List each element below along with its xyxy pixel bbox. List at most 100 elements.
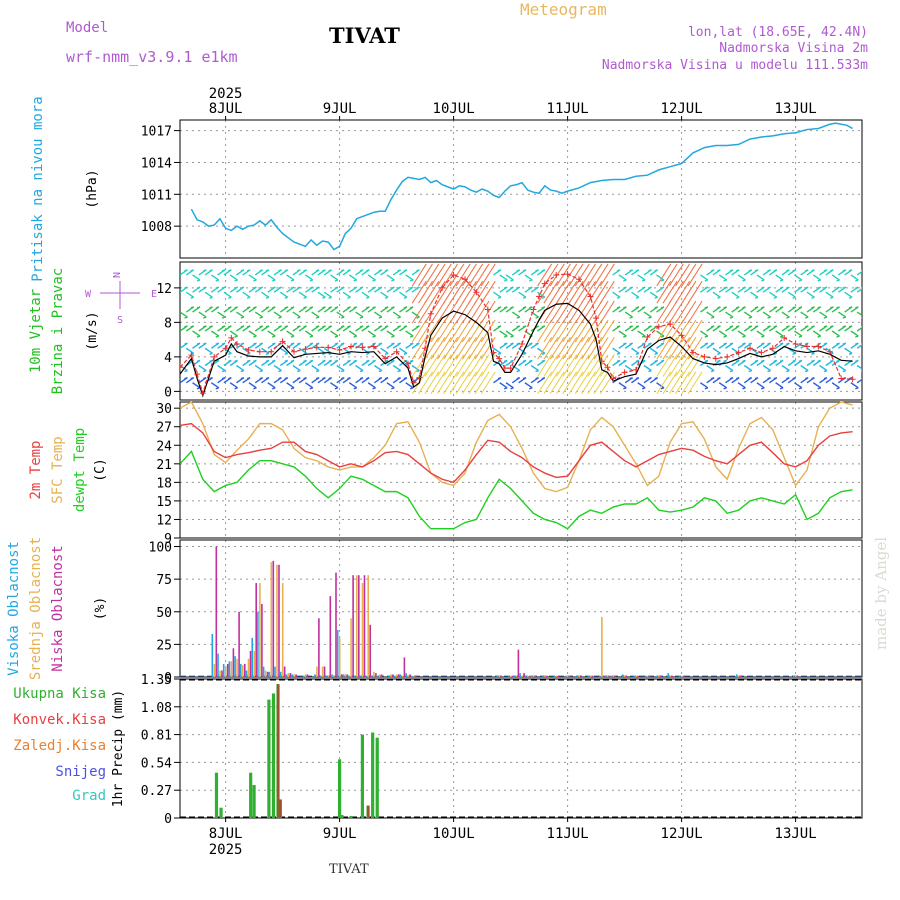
wind-arrow-head xyxy=(704,279,709,282)
cloud-mid-bar xyxy=(316,666,318,677)
wind-arrow-head xyxy=(240,325,245,328)
wind-arrow xyxy=(336,311,345,318)
wind-arrow-head xyxy=(779,335,784,338)
wind-gust-point xyxy=(393,348,400,355)
wind-arrow xyxy=(812,274,822,281)
wind-arrow-head xyxy=(616,352,621,355)
wind-arrow-head xyxy=(221,316,226,319)
wind-arrow-head xyxy=(742,359,746,363)
wind-arrow-head xyxy=(303,296,307,299)
wind-strong-barb xyxy=(581,300,596,324)
wind-arrow-head xyxy=(397,286,401,289)
cloud-low-bar xyxy=(278,564,280,677)
pressure-ytick-label: 1017 xyxy=(141,125,172,140)
wind-strong-barb xyxy=(455,354,471,377)
precip-total-bar xyxy=(271,693,276,818)
wind-arrow-head xyxy=(541,269,546,272)
wind-arrow-head xyxy=(717,377,721,380)
wind-arrow xyxy=(831,274,840,281)
cloud-mid-bar xyxy=(658,675,660,677)
wind-arrow-head xyxy=(246,377,251,380)
wind-arrow-head xyxy=(786,316,790,319)
wind-arrow-head xyxy=(855,359,859,363)
wind-arrow-head xyxy=(359,286,364,289)
wind-arrow-head xyxy=(215,342,219,345)
wind-arrow-head xyxy=(742,335,746,338)
wind-arrow-head xyxy=(773,296,778,299)
cloud-mid-bar xyxy=(407,675,409,677)
cloud-ytick-label: 100 xyxy=(149,541,172,556)
cloud-low-bar xyxy=(346,674,349,677)
cloud-high-bar xyxy=(376,675,379,677)
wind-arrow-head xyxy=(209,359,213,363)
wind-arrow xyxy=(242,291,251,298)
wind-arrow-head xyxy=(516,342,520,345)
wind-strong-barb xyxy=(480,319,496,343)
wind-strong-barb xyxy=(675,280,691,304)
wind-arrow-head xyxy=(284,306,288,309)
wind-strong-barb xyxy=(449,280,465,304)
wind-arrow-head xyxy=(735,306,740,309)
wind-arrow-head xyxy=(353,387,357,390)
wind-arrow-head xyxy=(541,377,546,380)
wind-arrow-head xyxy=(754,359,759,363)
wind-arrow xyxy=(336,364,345,372)
wind-gust-point xyxy=(536,293,543,300)
temperature-ytick-label: 12 xyxy=(156,513,172,528)
wind-arrow-head xyxy=(297,342,301,345)
wind-arrow-head xyxy=(334,306,339,309)
wind-arrow-head xyxy=(246,306,251,309)
cloud-high-bar xyxy=(279,671,282,677)
top-day-label: 8JUL xyxy=(209,101,243,117)
wind-arrow-head xyxy=(372,387,376,390)
wind-arrow-head xyxy=(804,269,809,272)
wind-arrow xyxy=(637,274,646,281)
wind-arrow-head xyxy=(717,352,721,355)
cloud-high-bar xyxy=(285,674,288,677)
cloud-low-bar xyxy=(295,674,297,677)
wind-arrow-head xyxy=(729,325,734,328)
cloud-low-bar xyxy=(266,671,269,677)
wind-arrow xyxy=(204,291,213,298)
wind-arrow xyxy=(612,291,621,298)
wind-arrow-head xyxy=(748,286,752,289)
wind-arrow-head xyxy=(761,359,765,363)
wind-arrow xyxy=(273,364,282,372)
wind-gust-point xyxy=(496,355,503,362)
wind-arrow-head xyxy=(309,387,314,390)
cloud-low-bar xyxy=(546,675,548,677)
wind-arrow-head xyxy=(748,369,752,373)
temperature-panel: 9 12 15 18 21 24 27 30 xyxy=(156,401,863,547)
cloud-low-bar xyxy=(671,675,674,677)
precip-total-bar xyxy=(360,734,364,818)
wind-arrow-head xyxy=(190,325,194,328)
cloud-high-bar xyxy=(576,675,578,677)
wind-arrow-head xyxy=(297,286,301,289)
wind-arrow-head xyxy=(190,296,194,299)
wind-strong-barb xyxy=(418,319,433,343)
cloud-mid-bar xyxy=(321,666,324,677)
cloud-high-bar xyxy=(325,675,328,677)
temperature-ytick-label: 18 xyxy=(156,476,172,491)
wind-arrow-head xyxy=(290,286,295,289)
wind-arrow-head xyxy=(516,286,520,289)
wind-arrow-head xyxy=(648,369,652,373)
wind-arrow-head xyxy=(215,286,219,289)
cloud-mid-bar xyxy=(293,674,295,677)
cloud-low-bar xyxy=(580,675,582,677)
wind-arrow-head xyxy=(271,286,276,289)
wind-gust-point xyxy=(604,364,611,371)
cloud-low-bar xyxy=(283,666,286,677)
wind-arrow-head xyxy=(704,387,709,390)
wind-arrow xyxy=(656,274,665,281)
wind-arrow-head xyxy=(848,296,853,299)
wind-arrow-head xyxy=(641,359,646,363)
wind-arrow-head xyxy=(309,286,314,289)
wind-arrow-head xyxy=(416,342,420,345)
cloud-mid-bar xyxy=(646,675,649,677)
wind-arrow-head xyxy=(265,306,270,309)
cloud-mid-bar xyxy=(219,670,221,677)
wind-arrow-head xyxy=(328,325,332,328)
wind-arrow-head xyxy=(767,342,771,345)
wind-arrow-head xyxy=(265,377,270,380)
